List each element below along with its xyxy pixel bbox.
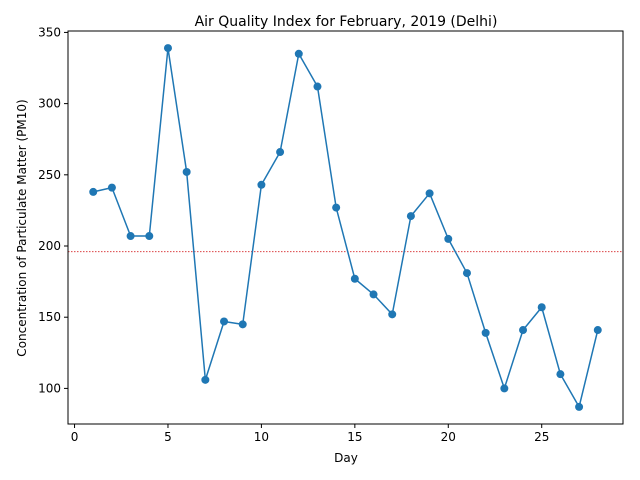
data-point xyxy=(182,167,191,176)
data-point xyxy=(388,310,397,319)
x-tick-label: 20 xyxy=(441,430,456,444)
data-point xyxy=(481,328,490,337)
x-tick-label: 10 xyxy=(254,430,269,444)
data-point xyxy=(593,326,602,335)
data-point xyxy=(276,148,285,157)
x-tick-label: 25 xyxy=(534,430,549,444)
data-point xyxy=(163,44,172,53)
data-point xyxy=(519,326,528,335)
y-tick-label: 150 xyxy=(38,310,61,324)
data-point xyxy=(406,212,415,221)
x-axis-label: Day xyxy=(334,451,358,465)
axes-frame xyxy=(67,30,624,425)
data-point xyxy=(556,370,565,379)
x-tick-label: 0 xyxy=(71,430,79,444)
data-point xyxy=(350,274,359,283)
data-point xyxy=(369,290,378,299)
data-point xyxy=(89,187,98,196)
y-tick-label: 100 xyxy=(38,381,61,395)
data-point xyxy=(257,180,266,189)
plot-area xyxy=(68,44,623,411)
y-tick-label: 200 xyxy=(38,239,61,253)
data-point xyxy=(332,203,341,212)
data-point xyxy=(126,232,135,241)
y-tick-label: 250 xyxy=(38,168,61,182)
data-point xyxy=(313,82,322,91)
data-point xyxy=(107,183,116,192)
data-point xyxy=(462,269,471,278)
y-tick-label: 350 xyxy=(38,25,61,39)
x-tick-label: 5 xyxy=(164,430,172,444)
x-tick-label: 15 xyxy=(347,430,362,444)
data-point xyxy=(575,402,584,411)
y-axis-label: Concentration of Particulate Matter (PM1… xyxy=(15,99,29,356)
chart-title: Air Quality Index for February, 2019 (De… xyxy=(195,14,498,30)
data-point xyxy=(500,384,509,393)
data-point xyxy=(220,317,229,326)
data-point xyxy=(238,320,247,329)
data-point xyxy=(201,375,210,384)
data-point xyxy=(145,232,154,241)
series-line xyxy=(93,47,599,408)
data-point xyxy=(537,303,546,312)
data-point xyxy=(444,234,453,243)
data-point xyxy=(425,189,434,198)
data-point xyxy=(294,49,303,58)
y-axis-ticks: 100 150 200 250 300 350 xyxy=(38,25,68,395)
x-axis-ticks: 0 5 10 15 20 25 xyxy=(71,424,549,444)
y-tick-label: 300 xyxy=(38,97,61,111)
